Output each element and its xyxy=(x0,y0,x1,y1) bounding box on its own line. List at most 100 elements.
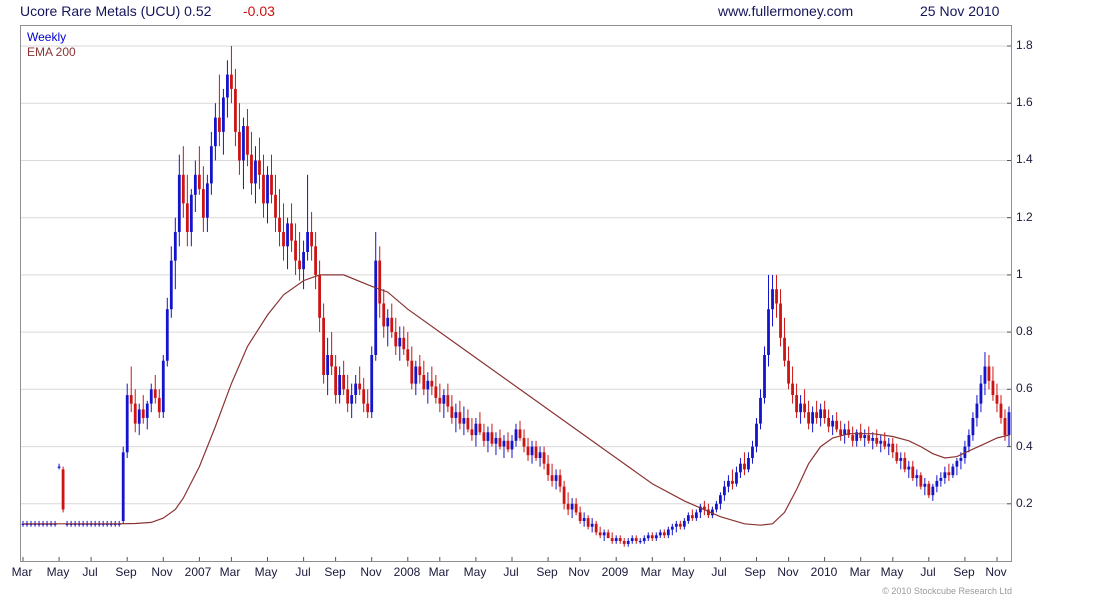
candle-body xyxy=(294,240,297,261)
candle-body xyxy=(995,395,999,404)
candle-body xyxy=(847,429,851,436)
candle-body xyxy=(362,389,366,404)
candle-body xyxy=(314,246,317,275)
x-axis-label: Sep xyxy=(536,565,558,579)
candle-body xyxy=(270,174,273,195)
candle-body xyxy=(454,412,458,418)
candle-body xyxy=(81,523,85,525)
x-axis-label: Nov xyxy=(360,565,382,579)
candle-body xyxy=(430,380,434,387)
price-chart-area[interactable]: Weekly EMA 200 xyxy=(20,25,1012,562)
candle-body xyxy=(983,366,987,384)
candle-body xyxy=(871,438,875,441)
y-axis-label: 0.4 xyxy=(1016,439,1033,453)
site-url[interactable]: www.fullermoney.com xyxy=(718,3,854,19)
candle-body xyxy=(266,174,269,204)
candle-body xyxy=(694,512,698,519)
candle-body xyxy=(274,194,277,218)
candle-body xyxy=(743,463,746,470)
candle-body xyxy=(799,403,802,413)
candle-body xyxy=(831,420,835,427)
candle-body xyxy=(402,337,406,350)
candle-body xyxy=(298,260,301,270)
candle-body xyxy=(755,423,758,447)
candle-body xyxy=(787,360,790,384)
x-axis-label: Sep xyxy=(953,565,975,579)
candle-body xyxy=(610,538,614,541)
candle-body xyxy=(795,395,798,413)
candle-body xyxy=(618,538,622,541)
candle-body xyxy=(169,260,173,310)
candle-body xyxy=(931,486,935,496)
candle-body xyxy=(282,232,285,247)
candle-body xyxy=(867,435,871,441)
candle-body xyxy=(418,366,422,376)
candle-body xyxy=(666,529,670,536)
candle-body xyxy=(310,232,313,247)
candle-body xyxy=(482,432,486,441)
candle-body xyxy=(201,189,205,218)
candle-body xyxy=(49,523,53,525)
candle-body xyxy=(654,535,658,539)
candle-body xyxy=(157,397,161,413)
candle-body xyxy=(711,509,714,516)
candle-body xyxy=(670,526,674,530)
y-axis-label: 0.6 xyxy=(1016,381,1033,395)
candle-body xyxy=(121,452,125,521)
candle-body xyxy=(33,523,37,525)
candle-body xyxy=(887,443,891,447)
x-axis-label: Mar xyxy=(428,565,450,579)
candle-body xyxy=(21,523,25,525)
candle-body xyxy=(494,438,498,444)
candle-body xyxy=(594,523,598,533)
candle-body xyxy=(89,523,93,525)
candle-body xyxy=(234,88,237,132)
candle-body xyxy=(334,366,338,396)
candle-body xyxy=(53,523,57,525)
candle-body xyxy=(807,412,810,424)
chart-header: Ucore Rare Metals (UCU) 0.52 -0.03 www.f… xyxy=(0,0,1100,24)
candle-body xyxy=(390,317,394,333)
candle-body xyxy=(658,532,662,536)
candle-body xyxy=(238,131,241,161)
candle-body xyxy=(250,154,253,184)
candle-body xyxy=(759,397,762,424)
x-axis-label: May xyxy=(254,565,278,579)
candle-body xyxy=(590,523,594,527)
candle-body xyxy=(85,523,89,525)
candle-body xyxy=(213,117,217,147)
candle-body xyxy=(73,523,77,525)
candle-body xyxy=(109,523,113,525)
x-axis-label: Jul xyxy=(711,565,727,579)
candle-body xyxy=(883,440,887,447)
x-axis-label: 2008 xyxy=(393,565,421,579)
candle-body xyxy=(1007,412,1011,436)
candle-body xyxy=(193,174,197,195)
candle-body xyxy=(254,160,257,184)
candle-body xyxy=(205,183,209,218)
candle-body xyxy=(971,418,975,436)
candle-body xyxy=(278,217,281,232)
candle-body xyxy=(783,337,786,361)
y-axis-labels: 0.2 0.4 0.6 0.8 1 1.2 1.4 1.6 1.8 xyxy=(1016,25,1076,562)
candle-body xyxy=(306,232,309,252)
candle-body xyxy=(835,420,839,430)
candle-body xyxy=(386,317,390,327)
chart-date: 25 Nov 2010 xyxy=(920,3,1000,19)
candle-body xyxy=(558,475,562,487)
candle-body xyxy=(466,418,470,430)
candle-body xyxy=(518,429,522,438)
candle-body xyxy=(45,523,49,525)
candle-body xyxy=(626,541,630,544)
candle-body xyxy=(823,409,827,418)
candle-body xyxy=(230,74,233,89)
candle-body xyxy=(767,309,770,355)
x-axis-label: May xyxy=(880,565,904,579)
candle-body xyxy=(702,506,706,510)
x-axis-label: Sep xyxy=(744,565,766,579)
candle-body xyxy=(678,523,682,527)
candle-body xyxy=(446,395,450,407)
candle-body xyxy=(165,309,169,361)
candle-body xyxy=(554,475,558,481)
candle-body xyxy=(735,472,738,484)
